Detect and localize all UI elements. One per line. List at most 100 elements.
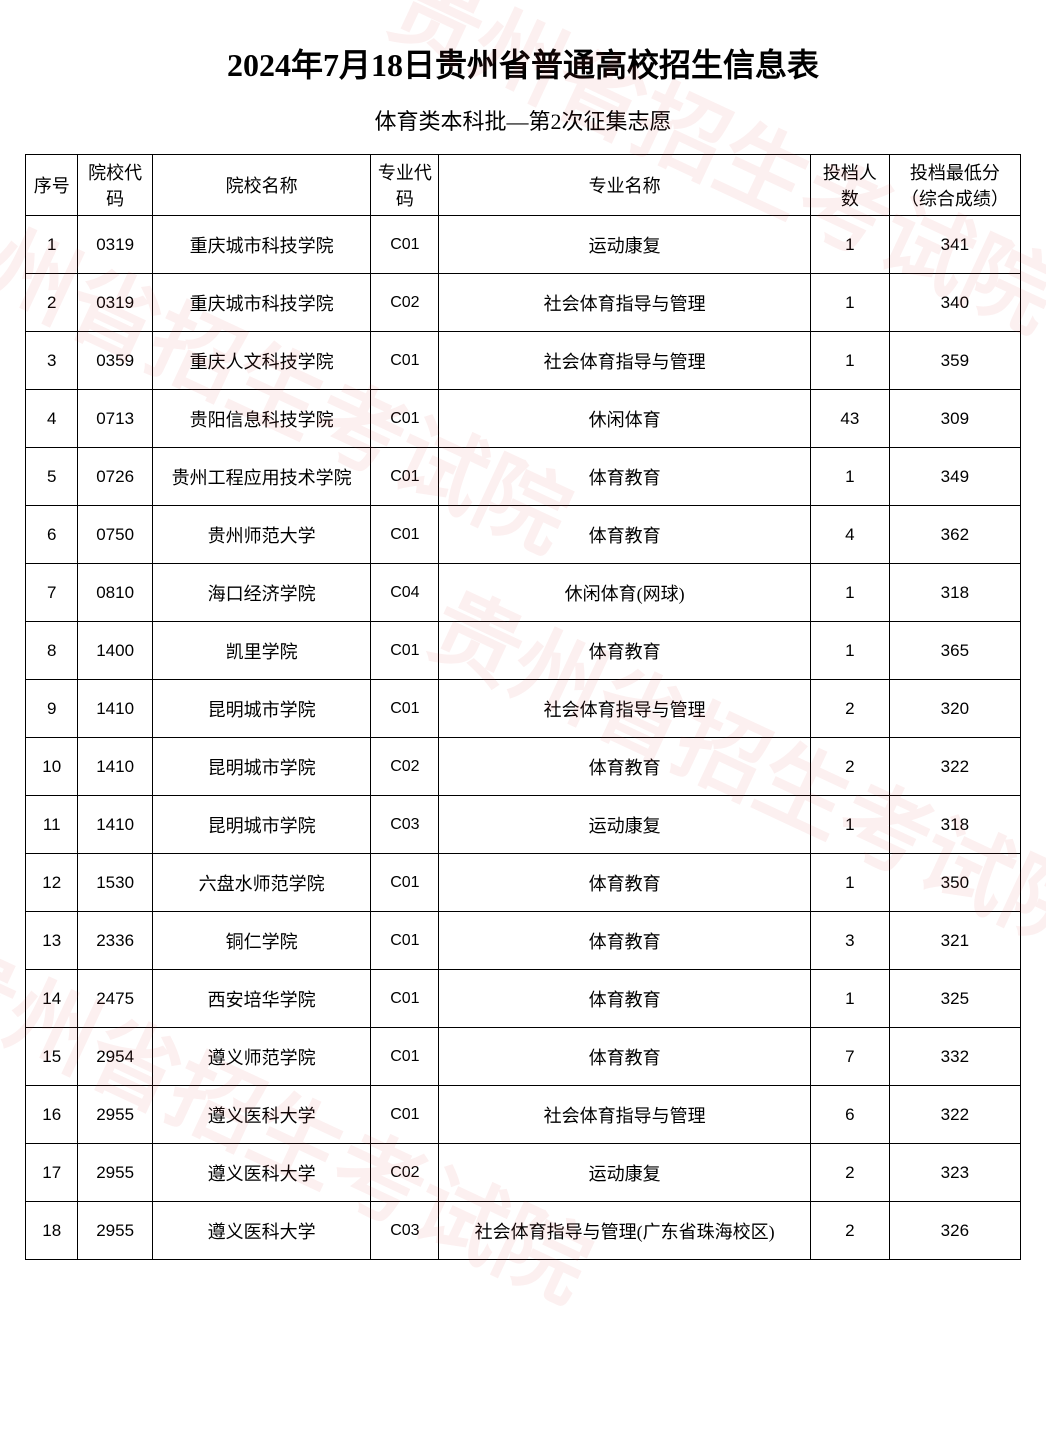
cell-count: 2	[811, 680, 890, 738]
cell-count: 1	[811, 216, 890, 274]
cell-school-name: 贵州工程应用技术学院	[152, 448, 371, 506]
cell-major-name: 运动康复	[439, 1144, 811, 1202]
cell-school-code: 2955	[78, 1202, 152, 1260]
cell-major-code: C02	[371, 1144, 439, 1202]
cell-major-code: C01	[371, 680, 439, 738]
cell-major-code: C01	[371, 1028, 439, 1086]
cell-seq: 1	[26, 216, 78, 274]
table-row: 81400凯里学院C01体育教育1365	[26, 622, 1021, 680]
header-count: 投档人数	[811, 155, 890, 216]
cell-score: 318	[889, 564, 1020, 622]
cell-school-code: 0319	[78, 274, 152, 332]
cell-count: 2	[811, 1144, 890, 1202]
cell-seq: 8	[26, 622, 78, 680]
cell-score: 321	[889, 912, 1020, 970]
cell-count: 1	[811, 854, 890, 912]
cell-score: 350	[889, 854, 1020, 912]
cell-seq: 10	[26, 738, 78, 796]
header-school-code: 院校代码	[78, 155, 152, 216]
cell-count: 1	[811, 564, 890, 622]
cell-score: 309	[889, 390, 1020, 448]
cell-school-name: 铜仁学院	[152, 912, 371, 970]
cell-school-code: 0713	[78, 390, 152, 448]
admission-table: 序号 院校代码 院校名称 专业代码 专业名称 投档人数 投档最低分（综合成绩） …	[25, 154, 1021, 1260]
table-row: 70810海口经济学院C04休闲体育(网球)1318	[26, 564, 1021, 622]
cell-school-name: 西安培华学院	[152, 970, 371, 1028]
cell-school-code: 0750	[78, 506, 152, 564]
header-seq: 序号	[26, 155, 78, 216]
table-row: 111410昆明城市学院C03运动康复1318	[26, 796, 1021, 854]
cell-school-code: 0726	[78, 448, 152, 506]
cell-seq: 15	[26, 1028, 78, 1086]
table-row: 162955遵义医科大学C01社会体育指导与管理6322	[26, 1086, 1021, 1144]
table-row: 121530六盘水师范学院C01体育教育1350	[26, 854, 1021, 912]
cell-school-name: 遵义医科大学	[152, 1202, 371, 1260]
cell-school-code: 1410	[78, 738, 152, 796]
cell-school-code: 1410	[78, 796, 152, 854]
table-row: 172955遵义医科大学C02运动康复2323	[26, 1144, 1021, 1202]
cell-major-name: 体育教育	[439, 738, 811, 796]
cell-seq: 11	[26, 796, 78, 854]
cell-count: 1	[811, 622, 890, 680]
cell-major-name: 体育教育	[439, 622, 811, 680]
cell-school-name: 重庆城市科技学院	[152, 216, 371, 274]
cell-score: 322	[889, 1086, 1020, 1144]
cell-major-code: C04	[371, 564, 439, 622]
cell-count: 1	[811, 448, 890, 506]
cell-school-code: 2955	[78, 1086, 152, 1144]
cell-major-code: C03	[371, 796, 439, 854]
table-row: 142475西安培华学院C01体育教育1325	[26, 970, 1021, 1028]
cell-major-name: 运动康复	[439, 216, 811, 274]
cell-major-code: C03	[371, 1202, 439, 1260]
cell-seq: 13	[26, 912, 78, 970]
cell-count: 1	[811, 332, 890, 390]
cell-school-code: 0319	[78, 216, 152, 274]
cell-school-name: 重庆城市科技学院	[152, 274, 371, 332]
cell-score: 326	[889, 1202, 1020, 1260]
cell-score: 320	[889, 680, 1020, 738]
cell-count: 3	[811, 912, 890, 970]
cell-count: 4	[811, 506, 890, 564]
cell-seq: 17	[26, 1144, 78, 1202]
cell-score: 362	[889, 506, 1020, 564]
cell-seq: 5	[26, 448, 78, 506]
cell-school-name: 海口经济学院	[152, 564, 371, 622]
cell-major-name: 体育教育	[439, 506, 811, 564]
cell-score: 325	[889, 970, 1020, 1028]
cell-count: 1	[811, 970, 890, 1028]
table-row: 132336铜仁学院C01体育教育3321	[26, 912, 1021, 970]
cell-school-code: 2955	[78, 1144, 152, 1202]
cell-major-code: C01	[371, 506, 439, 564]
cell-major-name: 休闲体育	[439, 390, 811, 448]
cell-school-code: 1530	[78, 854, 152, 912]
cell-school-name: 昆明城市学院	[152, 738, 371, 796]
cell-count: 7	[811, 1028, 890, 1086]
cell-score: 323	[889, 1144, 1020, 1202]
table-row: 152954遵义师范学院C01体育教育7332	[26, 1028, 1021, 1086]
cell-score: 349	[889, 448, 1020, 506]
table-row: 10319重庆城市科技学院C01运动康复1341	[26, 216, 1021, 274]
cell-major-code: C01	[371, 332, 439, 390]
cell-school-name: 遵义医科大学	[152, 1086, 371, 1144]
cell-score: 318	[889, 796, 1020, 854]
cell-school-name: 遵义师范学院	[152, 1028, 371, 1086]
cell-count: 43	[811, 390, 890, 448]
cell-major-name: 休闲体育(网球)	[439, 564, 811, 622]
cell-school-name: 六盘水师范学院	[152, 854, 371, 912]
table-row: 30359重庆人文科技学院C01社会体育指导与管理1359	[26, 332, 1021, 390]
cell-school-code: 1400	[78, 622, 152, 680]
cell-major-code: C01	[371, 854, 439, 912]
cell-school-name: 遵义医科大学	[152, 1144, 371, 1202]
table-header-row: 序号 院校代码 院校名称 专业代码 专业名称 投档人数 投档最低分（综合成绩）	[26, 155, 1021, 216]
table-body: 10319重庆城市科技学院C01运动康复134120319重庆城市科技学院C02…	[26, 216, 1021, 1260]
table-row: 60750贵州师范大学C01体育教育4362	[26, 506, 1021, 564]
cell-school-name: 贵阳信息科技学院	[152, 390, 371, 448]
cell-school-name: 昆明城市学院	[152, 680, 371, 738]
table-row: 182955遵义医科大学C03社会体育指导与管理(广东省珠海校区)2326	[26, 1202, 1021, 1260]
cell-school-name: 昆明城市学院	[152, 796, 371, 854]
cell-score: 359	[889, 332, 1020, 390]
cell-seq: 12	[26, 854, 78, 912]
table-row: 20319重庆城市科技学院C02社会体育指导与管理1340	[26, 274, 1021, 332]
cell-major-name: 体育教育	[439, 854, 811, 912]
page-title: 2024年7月18日贵州省普通高校招生信息表	[25, 40, 1021, 86]
